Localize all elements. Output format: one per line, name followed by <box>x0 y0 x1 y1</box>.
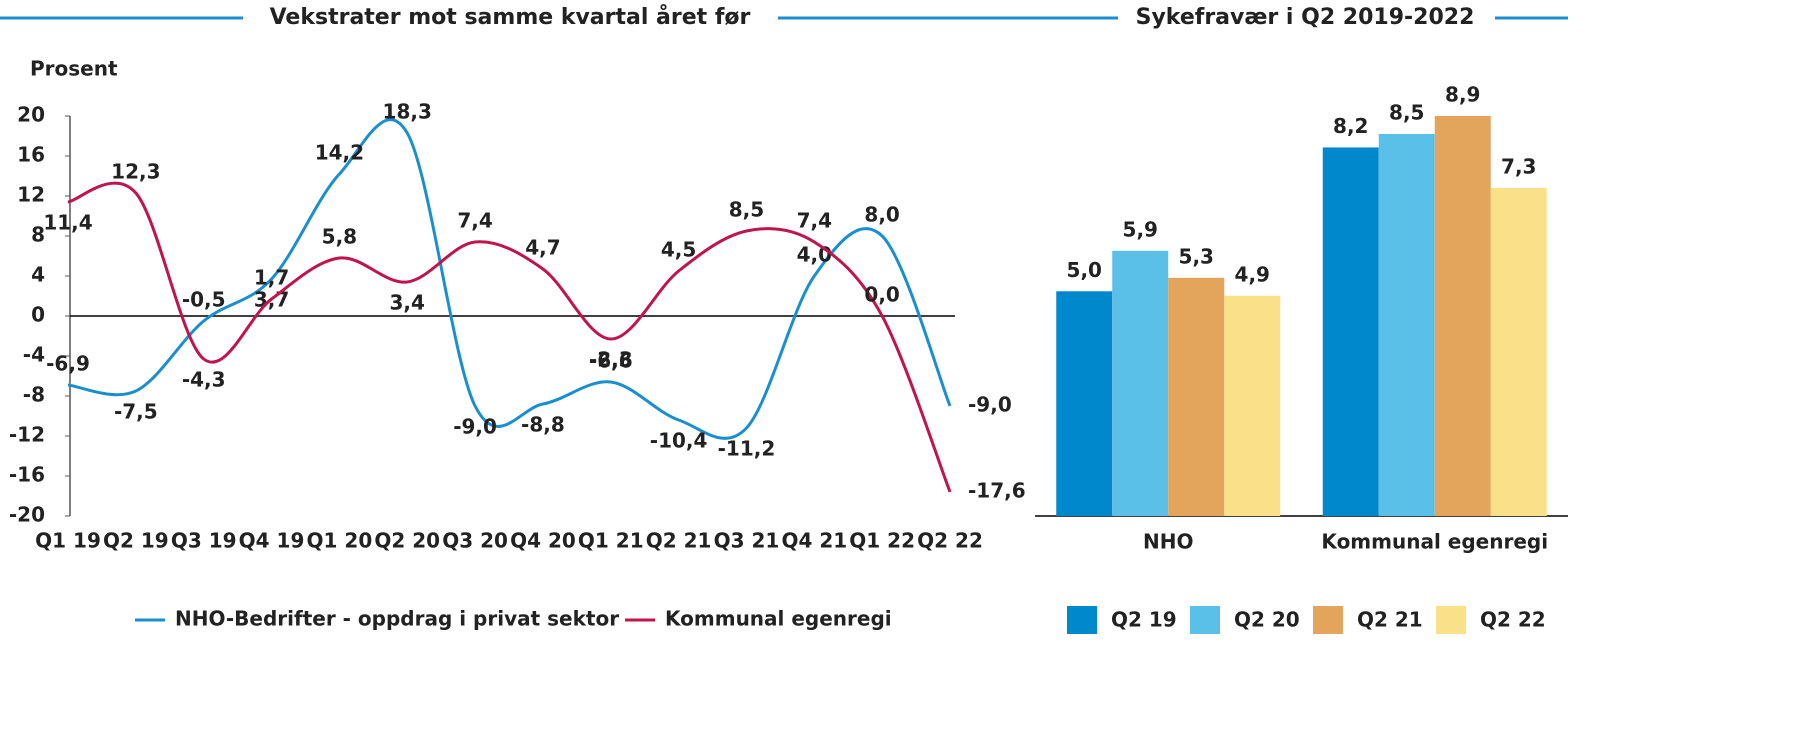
x-tick-label: Q4 21 <box>781 529 847 553</box>
data-label: -17,6 <box>968 479 1026 503</box>
data-label: -0,5 <box>182 288 226 312</box>
y-tick-label: 16 <box>17 143 45 167</box>
data-label: 12,3 <box>111 160 160 184</box>
legend-label: NHO-Bedrifter - oppdrag i privat sektor <box>175 607 619 631</box>
data-label: 8,5 <box>1389 100 1424 124</box>
y-tick-label: -16 <box>9 463 45 487</box>
bar <box>1056 291 1113 516</box>
x-tick-label: Q2 22 <box>917 529 983 553</box>
data-label: -11,2 <box>718 437 776 461</box>
data-label: 8,2 <box>1333 114 1368 138</box>
data-label: 11,4 <box>43 211 92 235</box>
chart-title: Vekstrater mot samme kvartal året før <box>270 4 751 30</box>
data-label: 5,0 <box>1067 258 1102 282</box>
y-tick-label: -8 <box>23 383 45 407</box>
x-tick-label: NHO <box>1143 530 1193 554</box>
x-tick-label: Kommunal egenregi <box>1321 530 1548 554</box>
data-label: -9,0 <box>968 393 1012 417</box>
data-label: 4,5 <box>661 238 696 262</box>
data-label: 7,3 <box>1501 154 1536 178</box>
y-tick-label: 12 <box>17 183 45 207</box>
data-label: 5,9 <box>1123 217 1158 241</box>
y-tick-label: -4 <box>23 343 45 367</box>
bar <box>1224 295 1281 516</box>
data-label: -6,6 <box>589 349 633 373</box>
legend-swatch <box>1436 606 1466 634</box>
legend-label: Q2 21 <box>1357 608 1423 632</box>
data-label: -10,4 <box>650 429 708 453</box>
y-axis-label: Prosent <box>30 57 118 81</box>
bar <box>1490 187 1547 517</box>
x-tick-label: Q1 20 <box>307 529 373 553</box>
series-line <box>67 181 952 493</box>
data-label: -8,8 <box>521 413 565 437</box>
x-tick-label: Q3 19 <box>171 529 237 553</box>
legend-label: Q2 19 <box>1111 608 1177 632</box>
data-label: 3,4 <box>390 291 425 315</box>
data-label: -7,5 <box>114 400 158 424</box>
data-label: 4,9 <box>1235 262 1270 286</box>
bar <box>1378 133 1435 516</box>
legend-label: Q2 22 <box>1480 608 1546 632</box>
data-label: 8,0 <box>864 203 899 227</box>
x-tick-label: Q4 20 <box>510 529 576 553</box>
data-label: 4,0 <box>797 243 832 267</box>
data-label: 5,8 <box>322 225 357 249</box>
data-label: 14,2 <box>315 141 364 165</box>
data-label: 18,3 <box>383 100 432 124</box>
bar <box>1322 147 1379 516</box>
legend-swatch <box>1313 606 1343 634</box>
x-tick-label: Q1 21 <box>578 529 644 553</box>
series-line <box>67 118 952 440</box>
legend-label: Kommunal egenregi <box>665 607 892 631</box>
legend-swatch <box>1190 606 1220 634</box>
x-tick-label: Q4 19 <box>239 529 305 553</box>
x-tick-label: Q1 22 <box>849 529 915 553</box>
data-label: 5,3 <box>1179 244 1214 268</box>
data-label: 4,7 <box>525 236 560 260</box>
x-tick-label: Q2 19 <box>103 529 169 553</box>
legend-label: Q2 20 <box>1234 608 1300 632</box>
data-label: 1,7 <box>254 266 289 290</box>
x-tick-label: Q2 21 <box>646 529 712 553</box>
bar <box>1434 116 1491 516</box>
y-tick-label: 0 <box>31 303 45 327</box>
y-tick-label: 4 <box>31 263 45 287</box>
legend-swatch <box>1067 606 1097 634</box>
y-tick-label: -20 <box>9 503 45 527</box>
data-label: 0,0 <box>864 283 899 307</box>
data-label: -2,3 <box>589 348 633 372</box>
y-tick-label: 20 <box>17 103 45 127</box>
bar <box>1112 250 1169 516</box>
bar <box>1168 277 1225 516</box>
x-tick-label: Q2 20 <box>374 529 440 553</box>
y-tick-label: 8 <box>31 223 45 247</box>
data-label: -6,9 <box>46 352 90 376</box>
data-label: 8,5 <box>729 198 764 222</box>
data-label: -4,3 <box>182 368 226 392</box>
x-tick-label: Q3 20 <box>442 529 508 553</box>
data-label: 8,9 <box>1445 83 1480 107</box>
x-tick-label: Q3 21 <box>714 529 780 553</box>
data-label: -9,0 <box>453 415 497 439</box>
chart-title: Sykefravær i Q2 2019-2022 <box>1136 5 1475 30</box>
data-label: 7,4 <box>457 209 492 233</box>
y-tick-label: -12 <box>9 423 45 447</box>
x-tick-label: Q1 19 <box>35 529 101 553</box>
data-label: 7,4 <box>797 209 832 233</box>
